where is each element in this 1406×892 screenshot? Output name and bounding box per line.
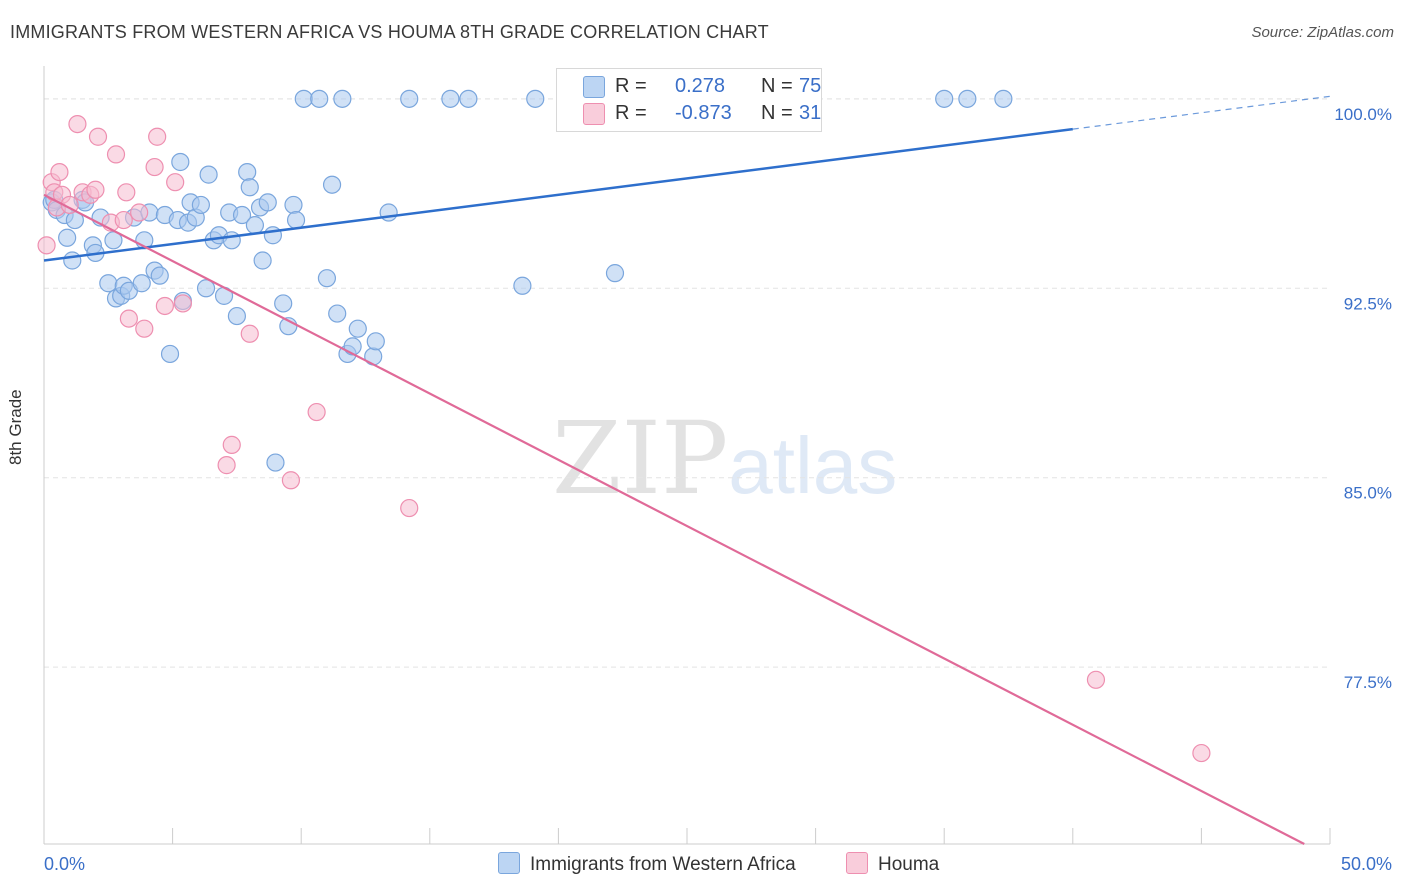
blue-data-point — [441, 89, 460, 108]
y-tick-label: 77.5% — [1344, 673, 1392, 692]
legend-n-label: N = — [761, 75, 793, 97]
legend-n-value: 31 — [799, 102, 822, 124]
blue-data-point — [317, 269, 337, 288]
blue-data-point — [245, 216, 265, 235]
pink-data-point — [222, 435, 241, 454]
blue-data-point — [513, 276, 532, 295]
blue-data-point — [171, 152, 190, 172]
blue-data-point — [274, 294, 293, 313]
pink-data-point — [50, 162, 69, 182]
pink-data-point — [240, 324, 259, 343]
blue-data-point — [284, 195, 303, 215]
watermark: ZIPatlas — [552, 400, 897, 517]
x-tick-label-max: 50.0% — [1341, 854, 1392, 874]
source-credit: Source: ZipAtlas.com — [1251, 24, 1394, 41]
blue-data-point — [343, 337, 362, 356]
legend-swatch-pink — [583, 103, 605, 125]
pink-data-point — [119, 309, 138, 328]
blue-data-point — [605, 264, 625, 283]
blue-data-point — [328, 304, 347, 323]
y-tick-label: 92.5% — [1344, 294, 1392, 313]
blue-data-point — [459, 89, 478, 108]
y-tick-label: 100.0% — [1334, 105, 1392, 124]
blue-data-point — [258, 193, 277, 212]
pink-data-point — [135, 319, 154, 338]
blue-data-point — [994, 89, 1013, 108]
blue-data-point — [958, 89, 977, 108]
correlation-legend: R = 0.278 N = 75 R = -0.873 N = 31 — [556, 68, 822, 132]
blue-data-point — [322, 175, 342, 194]
bottom-legend-series1: Immigrants from Western Africa — [498, 852, 796, 876]
blue-data-point — [199, 165, 218, 184]
pink-data-point — [145, 157, 164, 177]
bottom-legend-series2: Houma — [846, 852, 939, 876]
pink-data-point — [130, 203, 149, 222]
legend-r-label: R = — [615, 102, 647, 124]
pink-data-point — [1086, 670, 1106, 689]
blue-data-point — [286, 210, 306, 230]
pink-data-point — [281, 471, 301, 490]
legend-r-label: R = — [615, 75, 647, 97]
blue-data-point — [191, 195, 210, 215]
blue-data-point — [333, 89, 352, 108]
watermark-atlas: atlas — [728, 421, 898, 510]
blue-data-point — [232, 205, 252, 225]
blue-data-point — [196, 279, 216, 298]
pink-data-point — [148, 127, 167, 146]
pink-data-point — [166, 173, 185, 192]
legend-n-value: 75 — [799, 75, 822, 97]
chart-title: IMMIGRANTS FROM WESTERN AFRICA VS HOUMA … — [10, 22, 769, 42]
blue-data-point — [150, 266, 169, 285]
x-tick-label-min: 0.0% — [44, 854, 85, 874]
bottom-legend-swatch-blue — [498, 852, 520, 874]
blue-data-point — [160, 344, 180, 364]
blue-data-point — [240, 178, 259, 197]
blue-data-point — [58, 228, 77, 247]
pink-data-point — [106, 145, 126, 164]
blue-data-point — [348, 319, 367, 338]
bottom-legend-label-series1: Immigrants from Western Africa — [530, 854, 796, 875]
legend-r-value: 0.278 — [675, 75, 726, 97]
pink-data-point — [68, 114, 87, 134]
pink-data-point — [400, 498, 419, 518]
legend-swatch-blue — [583, 76, 605, 98]
pink-data-point — [86, 180, 105, 199]
pink-data-point — [155, 296, 174, 316]
y-tick-label: 85.0% — [1344, 484, 1392, 503]
pink-data-point — [88, 127, 108, 146]
blue-data-point — [222, 231, 241, 250]
bottom-legend-label-series2: Houma — [878, 854, 940, 875]
blue-data-point — [400, 89, 419, 108]
blue-data-point — [294, 89, 313, 108]
blue-trend-line — [43, 127, 1073, 262]
blue-data-point — [227, 306, 246, 326]
pink-data-point — [114, 210, 133, 230]
blue-data-point — [63, 251, 82, 270]
legend-r-value: -0.873 — [675, 102, 732, 124]
blue-data-point — [526, 89, 545, 108]
blue-data-point — [99, 274, 118, 293]
pink-data-point — [1192, 743, 1211, 763]
legend-n-label: N = — [761, 102, 793, 124]
blue-data-point — [935, 89, 954, 108]
blue-data-point — [366, 332, 385, 351]
blue-data-point — [266, 453, 285, 472]
pink-trend-line — [43, 193, 1305, 845]
blue-data-point — [238, 162, 257, 182]
bottom-legend-swatch-pink — [846, 852, 868, 874]
blue-trend-extension — [1072, 95, 1331, 130]
pink-data-point — [307, 402, 326, 422]
watermark-zip: ZIP — [552, 400, 729, 517]
pink-data-point — [217, 456, 236, 475]
pink-data-point — [37, 236, 56, 255]
blue-data-point — [253, 251, 272, 270]
pink-data-point — [173, 294, 192, 313]
blue-data-point — [132, 274, 151, 293]
blue-data-point — [310, 89, 329, 108]
pink-data-point — [117, 183, 136, 202]
